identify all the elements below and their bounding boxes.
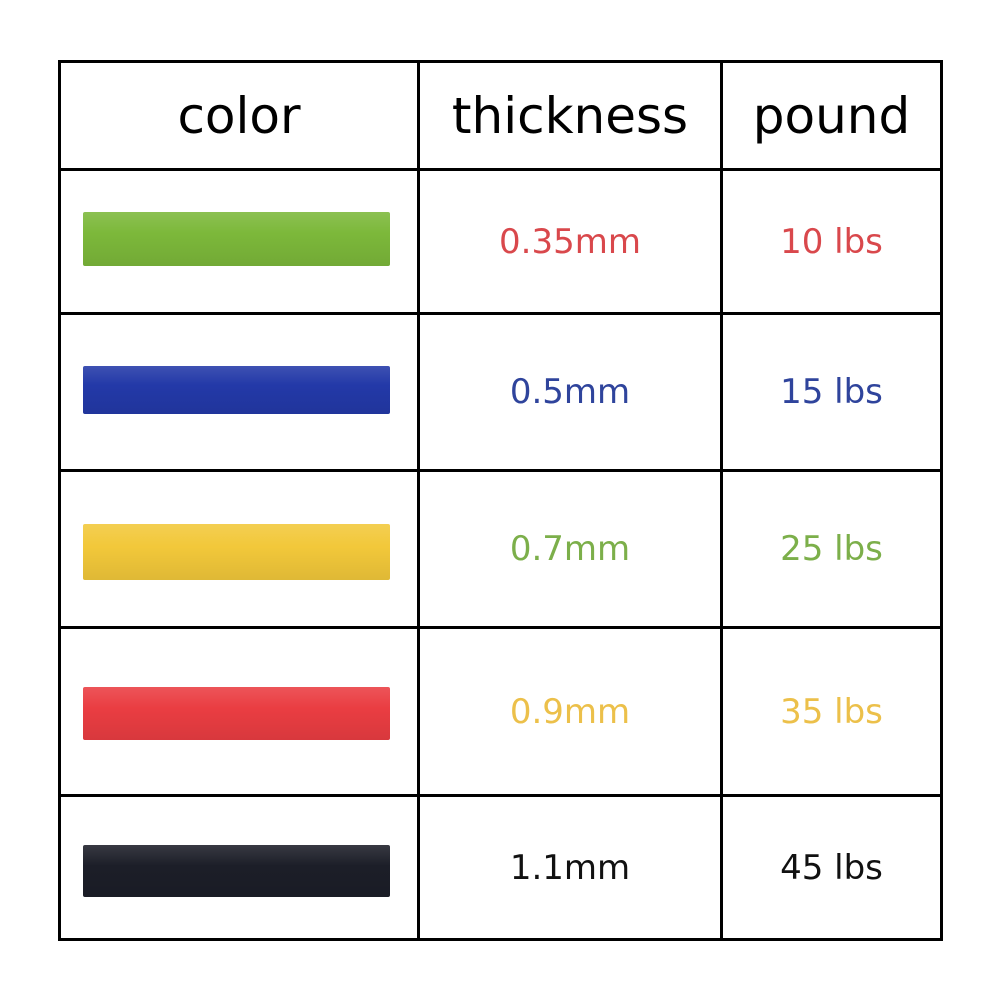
row-divider bbox=[58, 469, 943, 472]
band-swatch bbox=[83, 366, 390, 414]
pound-cell: 45 lbs bbox=[780, 847, 883, 888]
thickness-cell: 0.35mm bbox=[499, 221, 641, 262]
pound-cell: 15 lbs bbox=[780, 372, 883, 412]
row-divider bbox=[58, 794, 943, 797]
thickness-cell: 0.9mm bbox=[509, 691, 631, 732]
row-divider bbox=[58, 626, 943, 629]
row-divider bbox=[58, 168, 943, 171]
band-swatch bbox=[83, 845, 390, 897]
thickness-cell: 0.5mm bbox=[509, 372, 631, 412]
header-thickness: thickness bbox=[451, 86, 689, 145]
band-swatch bbox=[83, 524, 390, 580]
header-pound: pound bbox=[752, 86, 911, 145]
pound-cell: 25 lbs bbox=[780, 529, 883, 569]
header-color: color bbox=[177, 86, 301, 145]
band-swatch bbox=[83, 687, 390, 740]
resistance-band-table bbox=[58, 60, 943, 941]
thickness-cell: 1.1mm bbox=[509, 847, 631, 888]
band-swatch bbox=[83, 212, 390, 266]
row-divider bbox=[58, 312, 943, 315]
pound-cell: 10 lbs bbox=[780, 221, 883, 262]
pound-cell: 35 lbs bbox=[780, 691, 883, 732]
column-divider bbox=[417, 60, 420, 941]
column-divider bbox=[720, 60, 723, 941]
thickness-cell: 0.7mm bbox=[509, 529, 631, 569]
